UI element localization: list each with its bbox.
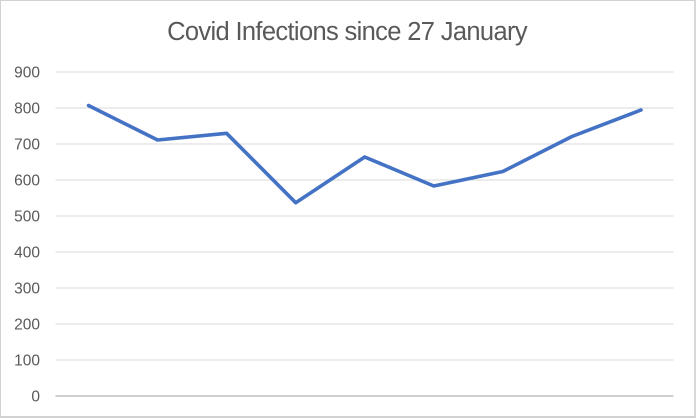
svg-text:400: 400 <box>14 245 40 262</box>
svg-text:0: 0 <box>31 389 40 406</box>
svg-text:300: 300 <box>14 281 40 298</box>
svg-text:100: 100 <box>14 353 40 370</box>
svg-text:900: 900 <box>14 65 40 82</box>
svg-text:200: 200 <box>14 317 40 334</box>
svg-text:600: 600 <box>14 173 40 190</box>
svg-text:800: 800 <box>14 101 40 118</box>
svg-text:500: 500 <box>14 209 40 226</box>
svg-text:700: 700 <box>14 137 40 154</box>
